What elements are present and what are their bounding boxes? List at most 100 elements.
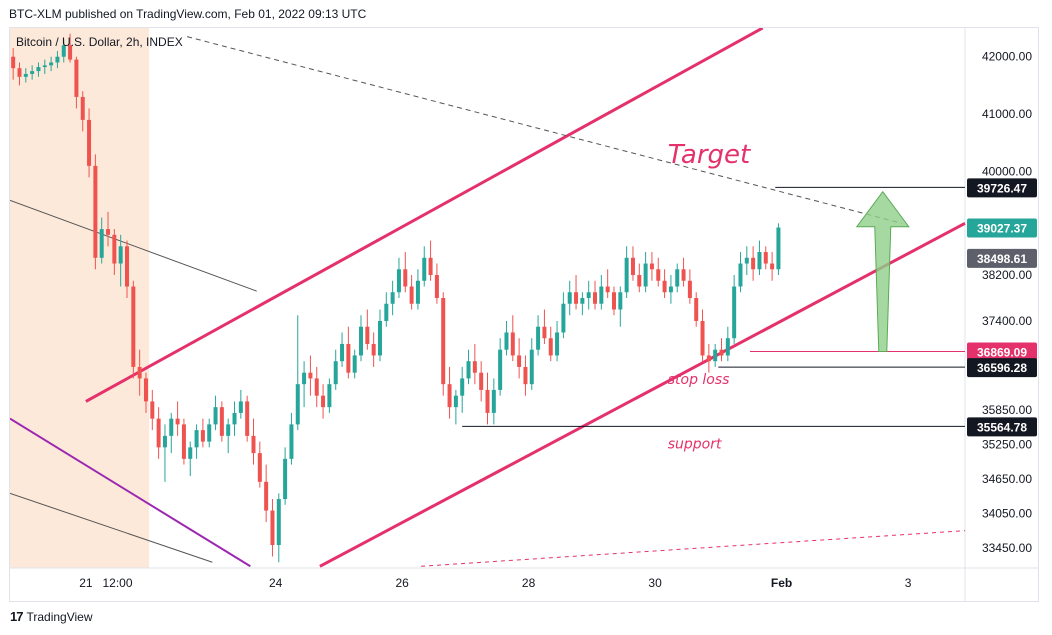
candle-body (485, 389, 490, 413)
price-label[interactable]: 38498.61 (977, 252, 1027, 266)
session-shade (10, 28, 150, 568)
candle-body (757, 252, 762, 270)
candle-body (295, 384, 300, 425)
price-label[interactable]: 36869.09 (977, 345, 1027, 359)
trendline-channel-lower[interactable] (319, 221, 966, 568)
price-label-bg (967, 417, 1037, 437)
candle-body (207, 424, 212, 442)
candle-body (580, 298, 585, 304)
candle-body (308, 372, 313, 379)
footer: 17 TradingView (10, 609, 93, 624)
trendline-channel-upper[interactable] (85, 28, 764, 403)
candle-body (87, 119, 92, 166)
candle-body (618, 292, 623, 310)
candle-body (333, 361, 338, 385)
price-label-bg (967, 178, 1037, 198)
trendline-dashed-lower-red[interactable] (421, 530, 966, 567)
price-label-bg (967, 358, 1037, 378)
candle-body (340, 343, 345, 362)
chart-header: BTC-XLM published on TradingView.com, Fe… (9, 7, 367, 21)
candle-body (200, 430, 205, 442)
candle-body (643, 263, 648, 287)
price-label-bg (967, 248, 1037, 268)
candle-body (257, 453, 262, 482)
candle-body (517, 355, 522, 367)
candle-body (181, 424, 186, 459)
candle-body (548, 338, 553, 356)
candle-body (498, 349, 503, 390)
candle-body (99, 229, 104, 258)
price-chart[interactable]: Target stop loss support Bitcoin / U.S. Dol… (10, 28, 1039, 602)
candle-body (377, 320, 382, 356)
candle-body (700, 320, 705, 356)
candle-body (649, 263, 654, 270)
candle-body (694, 298, 699, 321)
candle-body (118, 246, 123, 264)
candle-body (74, 59, 79, 97)
candle-body (744, 257, 749, 264)
candle-body (226, 424, 231, 436)
footer-brand[interactable]: TradingView (26, 609, 93, 624)
chart-area[interactable]: Target stop loss support Bitcoin / U.S. Dol… (9, 27, 1039, 602)
candle-body (504, 332, 509, 350)
candle-body (321, 395, 326, 408)
price-label[interactable]: 39726.47 (977, 181, 1027, 195)
x-tick-label: 26 (395, 576, 409, 590)
candle-body (428, 257, 433, 276)
candle-body (352, 355, 357, 373)
candle-body (156, 418, 161, 448)
candle-body (611, 292, 616, 310)
candle-body (599, 286, 604, 304)
y-tick-label: 35850.00 (982, 403, 1032, 417)
candle-body (283, 458, 288, 500)
candle-body (314, 378, 319, 396)
price-label[interactable]: 36596.28 (977, 361, 1027, 375)
candle-body (460, 378, 465, 396)
price-label[interactable]: 35564.78 (977, 420, 1027, 434)
candle-body (80, 96, 85, 120)
candle-body (194, 430, 199, 448)
candle-body (624, 257, 629, 293)
price-label-bg (967, 218, 1037, 238)
annotation-stop-loss[interactable]: stop loss (668, 372, 730, 388)
candle-body (112, 234, 117, 264)
x-tick-label: 3 (905, 576, 912, 590)
candle-body (219, 407, 224, 436)
annotation-support[interactable]: support (668, 437, 722, 453)
candle-body (409, 286, 414, 304)
candle-body (232, 412, 237, 425)
candle-body (213, 407, 218, 425)
candle-body (510, 332, 515, 356)
candle-body (276, 499, 281, 546)
candle-body (23, 73, 28, 77)
trendline-black-resistance[interactable] (10, 199, 257, 292)
candle-body (725, 338, 730, 356)
candle-body (61, 45, 66, 57)
candle-body (593, 292, 598, 304)
candle-body (30, 71, 35, 74)
candle-body (169, 418, 174, 436)
candle-body (327, 384, 332, 408)
candle-body (359, 326, 364, 356)
candle-body (384, 303, 389, 321)
annotation-target[interactable]: Target (668, 140, 751, 170)
target-arrow[interactable] (855, 190, 910, 352)
trendline-black-lower[interactable] (10, 492, 213, 563)
x-tick-label: 12:00 (103, 576, 133, 590)
candle-body (270, 510, 275, 546)
y-tick-label: 42000.00 (982, 50, 1032, 64)
symbol-label: Bitcoin / U.S. Dollar, 2h, INDEX (16, 35, 183, 49)
y-tick-label: 34650.00 (982, 472, 1032, 486)
candle-body (434, 275, 439, 298)
trendline-dashed-resistance[interactable] (186, 36, 902, 224)
candle-body (403, 269, 408, 287)
candle-body (738, 263, 743, 287)
candle-body (491, 389, 496, 413)
price-label[interactable]: 39027.37 (977, 221, 1027, 235)
y-tick-label: 35250.00 (982, 437, 1032, 451)
candle-body (365, 326, 370, 344)
trendline-purple-descending[interactable] (10, 417, 251, 568)
y-tick-label: 34050.00 (982, 506, 1032, 520)
y-tick-label: 33450.00 (982, 541, 1032, 555)
candle-body (681, 269, 686, 281)
